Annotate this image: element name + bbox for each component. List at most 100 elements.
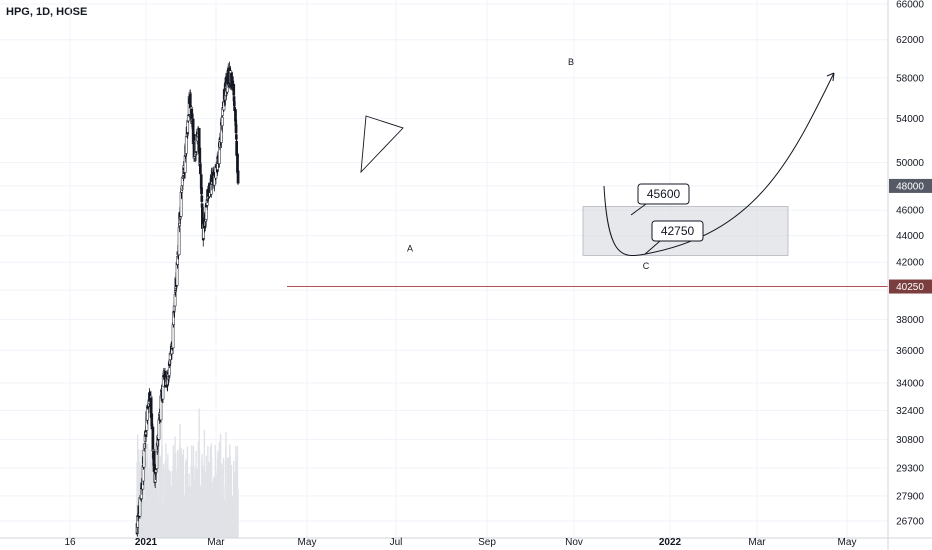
grid — [0, 0, 888, 538]
candle — [236, 169, 240, 186]
volume-bar — [229, 495, 232, 538]
volume-bar — [182, 449, 185, 538]
volume-bar — [208, 462, 211, 538]
volume-bar — [189, 512, 192, 538]
x-tick-label: Mar — [207, 537, 225, 548]
callout-text: 45600 — [647, 187, 681, 201]
volume-bar — [181, 456, 183, 538]
volume-bar — [165, 460, 167, 538]
wave-label-c: C — [643, 261, 650, 271]
callout-box — [637, 183, 690, 205]
volume-bar — [177, 506, 179, 538]
y-tick-label: 42000 — [896, 258, 924, 269]
volume-bar — [207, 461, 210, 538]
volume-bar — [196, 468, 198, 538]
volume-bar — [213, 481, 216, 538]
candle-body-up — [186, 115, 190, 122]
projection-path — [603, 72, 835, 257]
volume-bar — [161, 446, 163, 538]
y-tick-label: 54000 — [896, 114, 924, 125]
last-price-tag: 48000 — [889, 178, 932, 193]
volume-bar — [140, 472, 143, 538]
volume-bar — [191, 482, 194, 538]
volume-bar — [157, 501, 159, 538]
volume-bar — [205, 455, 208, 538]
volume-bar — [233, 472, 236, 538]
volume-bar — [199, 486, 202, 538]
candle-body-up — [178, 216, 182, 220]
volume-bar — [201, 468, 204, 538]
y-tick-label: 29300 — [896, 463, 924, 474]
volume-bar — [167, 454, 169, 538]
arrow-head — [826, 72, 835, 82]
volume-bar — [227, 490, 230, 538]
candle-body-down — [199, 164, 202, 175]
volume-bar — [147, 468, 149, 538]
volume-bar — [151, 456, 153, 538]
candle-body-down — [232, 84, 236, 96]
y-tick-label: 26700 — [896, 517, 924, 528]
y-tick-label: 27900 — [896, 491, 924, 502]
candle-body-down — [234, 134, 238, 140]
support-price-tag: 40250 — [889, 279, 932, 294]
x-tick-label: May — [838, 537, 857, 548]
y-tick-label: 58000 — [896, 73, 924, 84]
volume-bar — [179, 424, 181, 538]
volume-bar — [231, 511, 234, 538]
price-callout: 45600 — [630, 183, 690, 216]
candle-body-up — [173, 290, 177, 293]
candle — [142, 445, 146, 469]
x-tick-label: Sep — [478, 537, 496, 548]
volume-bar — [173, 479, 175, 538]
price-callout: 42750 — [644, 220, 704, 255]
volume-bar — [136, 434, 139, 538]
y-tick-label: 34000 — [896, 378, 924, 389]
candle — [184, 133, 188, 157]
y-tick-label: 50000 — [896, 158, 924, 169]
volume-bar — [143, 451, 145, 538]
callout-box — [651, 220, 704, 242]
volume-bar — [195, 451, 197, 538]
volume-bar — [209, 447, 212, 538]
volume-bar — [171, 470, 173, 538]
x-tick-label: Jul — [390, 537, 403, 548]
x-tick-label: May — [298, 537, 317, 548]
support-price-tag-text: 40250 — [896, 282, 924, 293]
volume-bar — [141, 506, 143, 538]
y-tick-label: 46000 — [896, 206, 924, 217]
volume-bar — [169, 473, 171, 538]
support-price-tag-bg — [889, 279, 932, 294]
volume-bar — [186, 446, 189, 538]
volume-bar — [175, 473, 177, 538]
y-tick-label: 38000 — [896, 315, 924, 326]
volume-bar — [211, 488, 214, 538]
y-tick-label: 66000 — [896, 0, 924, 11]
volume-bar — [217, 454, 219, 538]
volume-bars — [136, 405, 239, 538]
volume-bar — [187, 485, 189, 538]
candle-body-up — [161, 384, 165, 400]
candle — [200, 192, 204, 205]
volume-bar — [235, 462, 238, 538]
volume-bar — [223, 500, 226, 538]
callout-pointer — [630, 203, 647, 216]
volume-bar — [219, 433, 222, 538]
volume-bar — [163, 468, 165, 538]
last-price-tag-bg — [889, 178, 932, 193]
volume-bar — [153, 467, 155, 538]
candle-body-up — [171, 324, 175, 349]
x-tick-label: 2022 — [659, 537, 682, 548]
volume-bar — [193, 502, 196, 538]
candle-body-down — [234, 124, 238, 134]
volume-bar — [183, 496, 185, 538]
volume-bar — [197, 441, 200, 538]
volume-bar — [175, 510, 177, 538]
callout-pointer — [644, 240, 661, 255]
volume-bar — [225, 507, 228, 538]
candle-body-up — [142, 449, 146, 468]
x-tick-label: 16 — [64, 537, 76, 548]
last-price-tag-text: 48000 — [896, 181, 924, 192]
volume-bar — [195, 509, 198, 538]
volume-bar — [179, 493, 181, 538]
